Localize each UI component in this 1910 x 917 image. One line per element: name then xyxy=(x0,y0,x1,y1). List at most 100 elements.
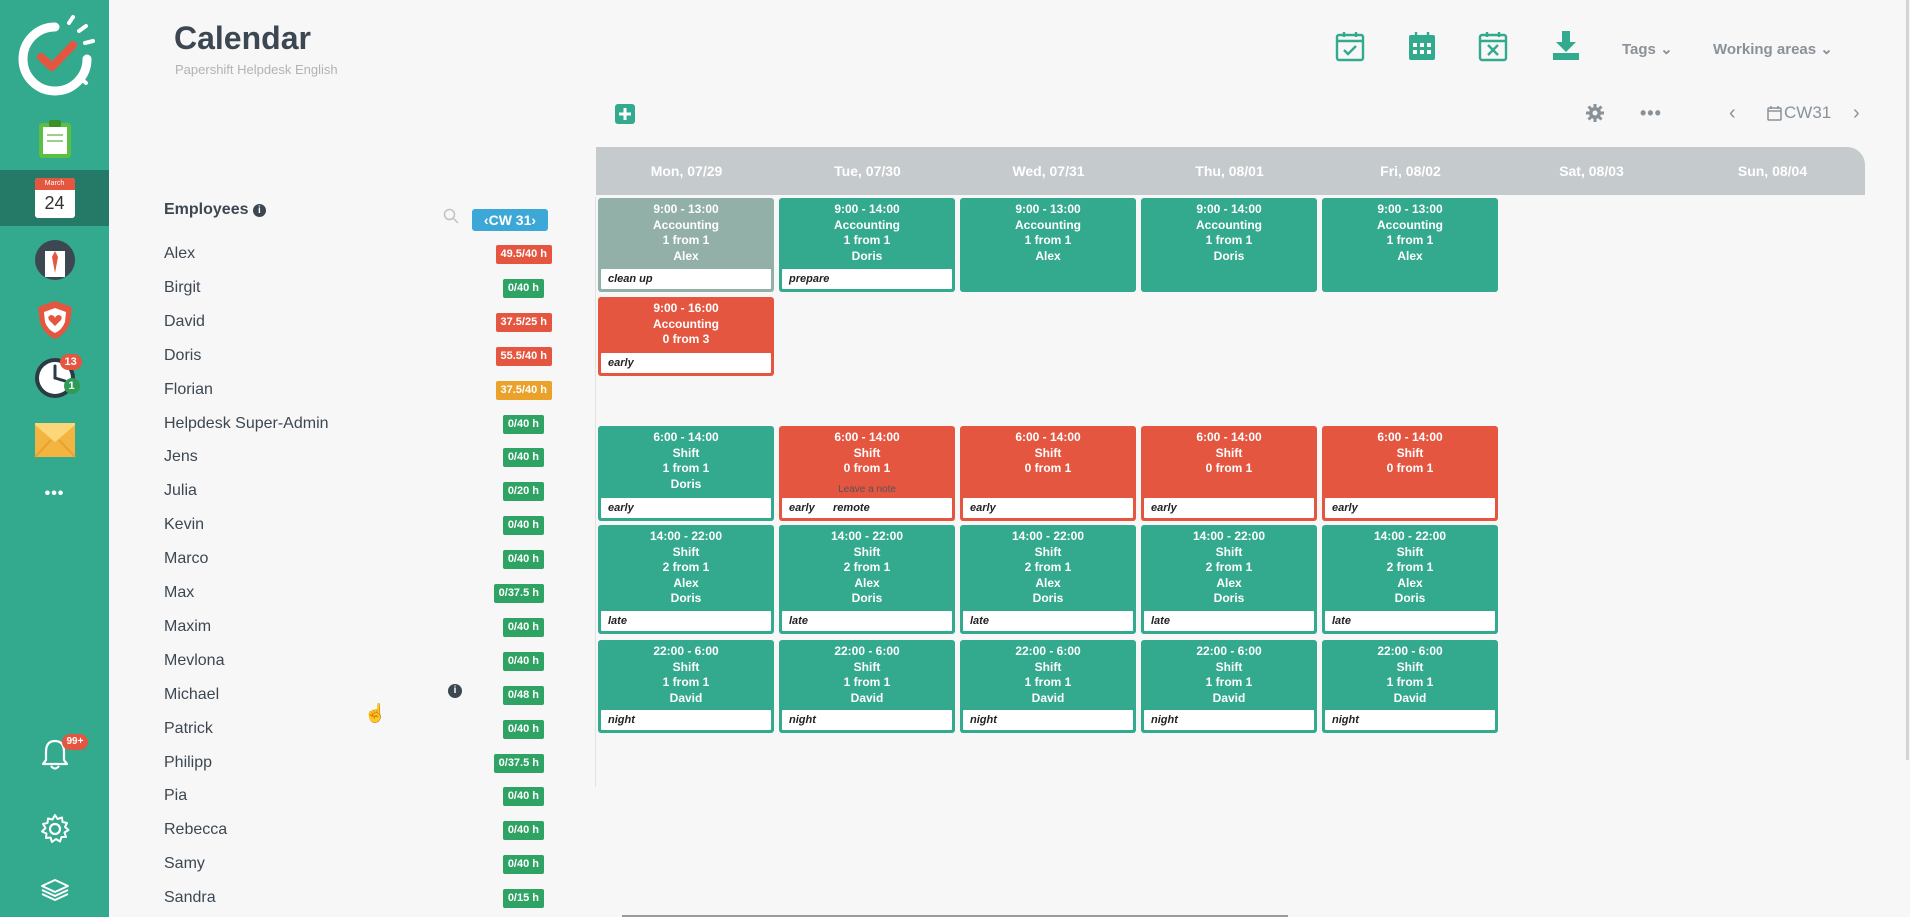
calendar-remove-button[interactable] xyxy=(1478,30,1508,67)
shift-card[interactable]: 9:00 - 13:00 Accounting 1 from 1 Alex xyxy=(1322,198,1498,292)
calendar-grid-button[interactable] xyxy=(1407,30,1437,67)
day-column-header[interactable]: Sat, 08/03 xyxy=(1559,163,1624,179)
shift-card[interactable]: 14:00 - 22:00 Shift 2 from 1 Alex Doris late xyxy=(598,525,774,634)
working-areas-dropdown[interactable]: Working areas ⌄ xyxy=(1713,40,1833,58)
day-column-header[interactable]: Sun, 08/04 xyxy=(1737,163,1808,179)
tags-dropdown[interactable]: Tags ⌄ xyxy=(1622,40,1673,58)
employee-row[interactable]: Mevlona 0/40 h xyxy=(164,650,544,674)
sidebar-item-staff[interactable] xyxy=(0,236,109,284)
employee-row[interactable]: Jens 0/40 h xyxy=(164,446,544,470)
info-icon[interactable]: i xyxy=(448,684,462,698)
sidebar-item-tasks[interactable] xyxy=(0,114,109,164)
day-column-header[interactable]: Wed, 07/31 xyxy=(1012,163,1085,179)
shift-card[interactable]: 9:00 - 14:00 Accounting 1 from 1 Doris prepa… xyxy=(779,198,955,292)
download-button[interactable] xyxy=(1551,30,1581,67)
more-options-button[interactable]: ••• xyxy=(1640,103,1662,123)
shift-card[interactable]: 22:00 - 6:00 Shift 1 from 1 David night xyxy=(598,640,774,733)
employee-row[interactable]: Rebecca 0/40 h xyxy=(164,819,544,843)
shift-card[interactable]: 22:00 - 6:00 Shift 1 from 1 David night xyxy=(779,640,955,733)
hours-badge: 0/40 h xyxy=(502,550,544,570)
shift-time: 22:00 - 6:00 xyxy=(653,644,719,658)
shift-card[interactable]: 9:00 - 14:00 Accounting 1 from 1 Doris xyxy=(1141,198,1317,292)
shield-heart-icon xyxy=(37,301,72,339)
shift-area-label: Shift xyxy=(1396,659,1424,674)
employee-row[interactable]: Florian 37.5/40 h xyxy=(164,379,552,403)
employee-row[interactable]: Pia 0/40 h xyxy=(164,785,544,809)
sidebar-item-calendar[interactable]: March 24 xyxy=(0,170,109,226)
shift-assignee: Alex xyxy=(673,575,699,590)
sidebar-item-time-tracking[interactable]: 13 1 xyxy=(0,354,109,402)
shift-card[interactable]: 6:00 - 14:00 Shift 0 from 1 early xyxy=(1141,426,1317,521)
shift-card[interactable]: 6:00 - 14:00 Shift 0 from 1 early xyxy=(960,426,1136,521)
shift-assignee: Doris xyxy=(1213,591,1245,605)
day-column-header[interactable]: Thu, 08/01 xyxy=(1195,163,1264,179)
shift-card[interactable]: 14:00 - 22:00 Shift 2 from 1 Alex Doris late xyxy=(960,525,1136,634)
week-badge[interactable]: ‹CW 31› xyxy=(472,209,548,231)
notifications-button[interactable]: 99+ xyxy=(0,733,109,777)
employee-row[interactable]: Julia 0/20 h xyxy=(164,480,544,504)
shift-note: night xyxy=(601,710,771,730)
vertical-scrollbar[interactable] xyxy=(1906,0,1909,760)
shift-card[interactable]: 9:00 - 13:00 Accounting 1 from 1 Alex clean … xyxy=(598,198,774,292)
employee-row[interactable]: Philipp 0/37.5 h xyxy=(164,752,544,776)
employee-row[interactable]: Max 0/37.5 h xyxy=(164,582,544,606)
leave-note-link[interactable]: Leave a note xyxy=(838,483,896,495)
calendar-check-button[interactable] xyxy=(1335,30,1365,67)
horizontal-scrollbar[interactable] xyxy=(622,915,1288,917)
shift-time: 22:00 - 6:00 xyxy=(1015,644,1081,658)
hours-badge: 0/40 h xyxy=(502,278,544,298)
info-icon[interactable]: i xyxy=(252,204,266,217)
sidebar-item-absences[interactable] xyxy=(0,296,109,344)
employee-row[interactable]: Marco 0/40 h xyxy=(164,548,544,572)
add-shift-button[interactable] xyxy=(615,104,635,124)
shift-card[interactable]: 9:00 - 13:00 Accounting 1 from 1 Alex xyxy=(960,198,1136,292)
employee-row[interactable]: Alex 49.5/40 h xyxy=(164,243,552,267)
previous-week-button[interactable]: ‹ xyxy=(1729,102,1736,125)
shift-card[interactable]: 6:00 - 14:00 Shift 0 from 1 early xyxy=(1322,426,1498,521)
shift-card[interactable]: 22:00 - 6:00 Shift 1 from 1 David night xyxy=(1141,640,1317,733)
shift-card[interactable]: 6:00 - 14:00 Shift 1 from 1 Doris early xyxy=(598,426,774,521)
shift-time: 14:00 - 22:00 xyxy=(1192,529,1266,543)
employee-search-button[interactable] xyxy=(443,208,459,229)
layers-button[interactable] xyxy=(0,872,109,908)
envelope-icon xyxy=(33,423,76,458)
day-column-header[interactable]: Mon, 07/29 xyxy=(650,163,723,179)
week-picker[interactable]: CW31 xyxy=(1767,103,1831,123)
next-week-button[interactable]: › xyxy=(1853,102,1860,125)
shift-card[interactable]: 14:00 - 22:00 Shift 2 from 1 Alex Doris late xyxy=(1322,525,1498,634)
employee-row[interactable]: Maxim 0/40 h xyxy=(164,616,544,640)
employee-row[interactable]: Patrick 0/40 h xyxy=(164,718,544,742)
settings-button[interactable] xyxy=(0,808,109,850)
employee-row[interactable]: David 37.5/25 h xyxy=(164,311,552,335)
employee-row[interactable]: Michael 0/48 h xyxy=(164,684,544,708)
employee-row[interactable]: Birgit 0/40 h xyxy=(164,277,544,301)
employee-row[interactable]: Sandra 0/15 h xyxy=(164,887,544,911)
calendar-settings-button[interactable] xyxy=(1585,103,1605,128)
shift-staffing-count: 1 from 1 xyxy=(1205,233,1253,247)
employee-row[interactable]: Helpdesk Super-Admin 0/40 h xyxy=(164,413,544,437)
shift-card[interactable]: 14:00 - 22:00 Shift 2 from 1 Alex Doris late xyxy=(1141,525,1317,634)
more-menu[interactable]: ••• xyxy=(44,485,65,502)
shift-card[interactable]: 22:00 - 6:00 Shift 1 from 1 David night xyxy=(1322,640,1498,733)
calendar-remove-icon xyxy=(1478,32,1508,62)
shift-note: early xyxy=(1325,498,1495,518)
shift-card[interactable]: 6:00 - 14:00 Shift 0 from 1 Leave a note ear… xyxy=(779,426,955,521)
shift-note: early xyxy=(601,353,771,373)
shift-card[interactable]: 22:00 - 6:00 Shift 1 from 1 David night xyxy=(960,640,1136,733)
sidebar-item-messages[interactable] xyxy=(0,416,109,464)
tags-label: Tags xyxy=(1622,41,1656,58)
employee-row[interactable]: Samy 0/40 h xyxy=(164,853,544,877)
shift-note: early xyxy=(1144,498,1314,518)
search-icon xyxy=(443,208,459,224)
app-logo[interactable] xyxy=(0,0,109,110)
shift-card[interactable]: 9:00 - 16:00 Accounting 0 from 3 early xyxy=(598,297,774,376)
shift-time: 14:00 - 22:00 xyxy=(1373,529,1447,543)
shift-card[interactable]: 14:00 - 22:00 Shift 2 from 1 Alex Doris late xyxy=(779,525,955,634)
shift-area-label: Shift xyxy=(1215,445,1243,460)
hours-badge: 0/48 h xyxy=(502,685,544,705)
day-column-header[interactable]: Tue, 07/30 xyxy=(834,163,901,179)
shift-note: early remote xyxy=(782,498,952,518)
employee-row[interactable]: Doris 55.5/40 h xyxy=(164,345,552,369)
day-column-header[interactable]: Fri, 08/02 xyxy=(1380,163,1441,179)
employee-row[interactable]: Kevin 0/40 h xyxy=(164,514,544,538)
